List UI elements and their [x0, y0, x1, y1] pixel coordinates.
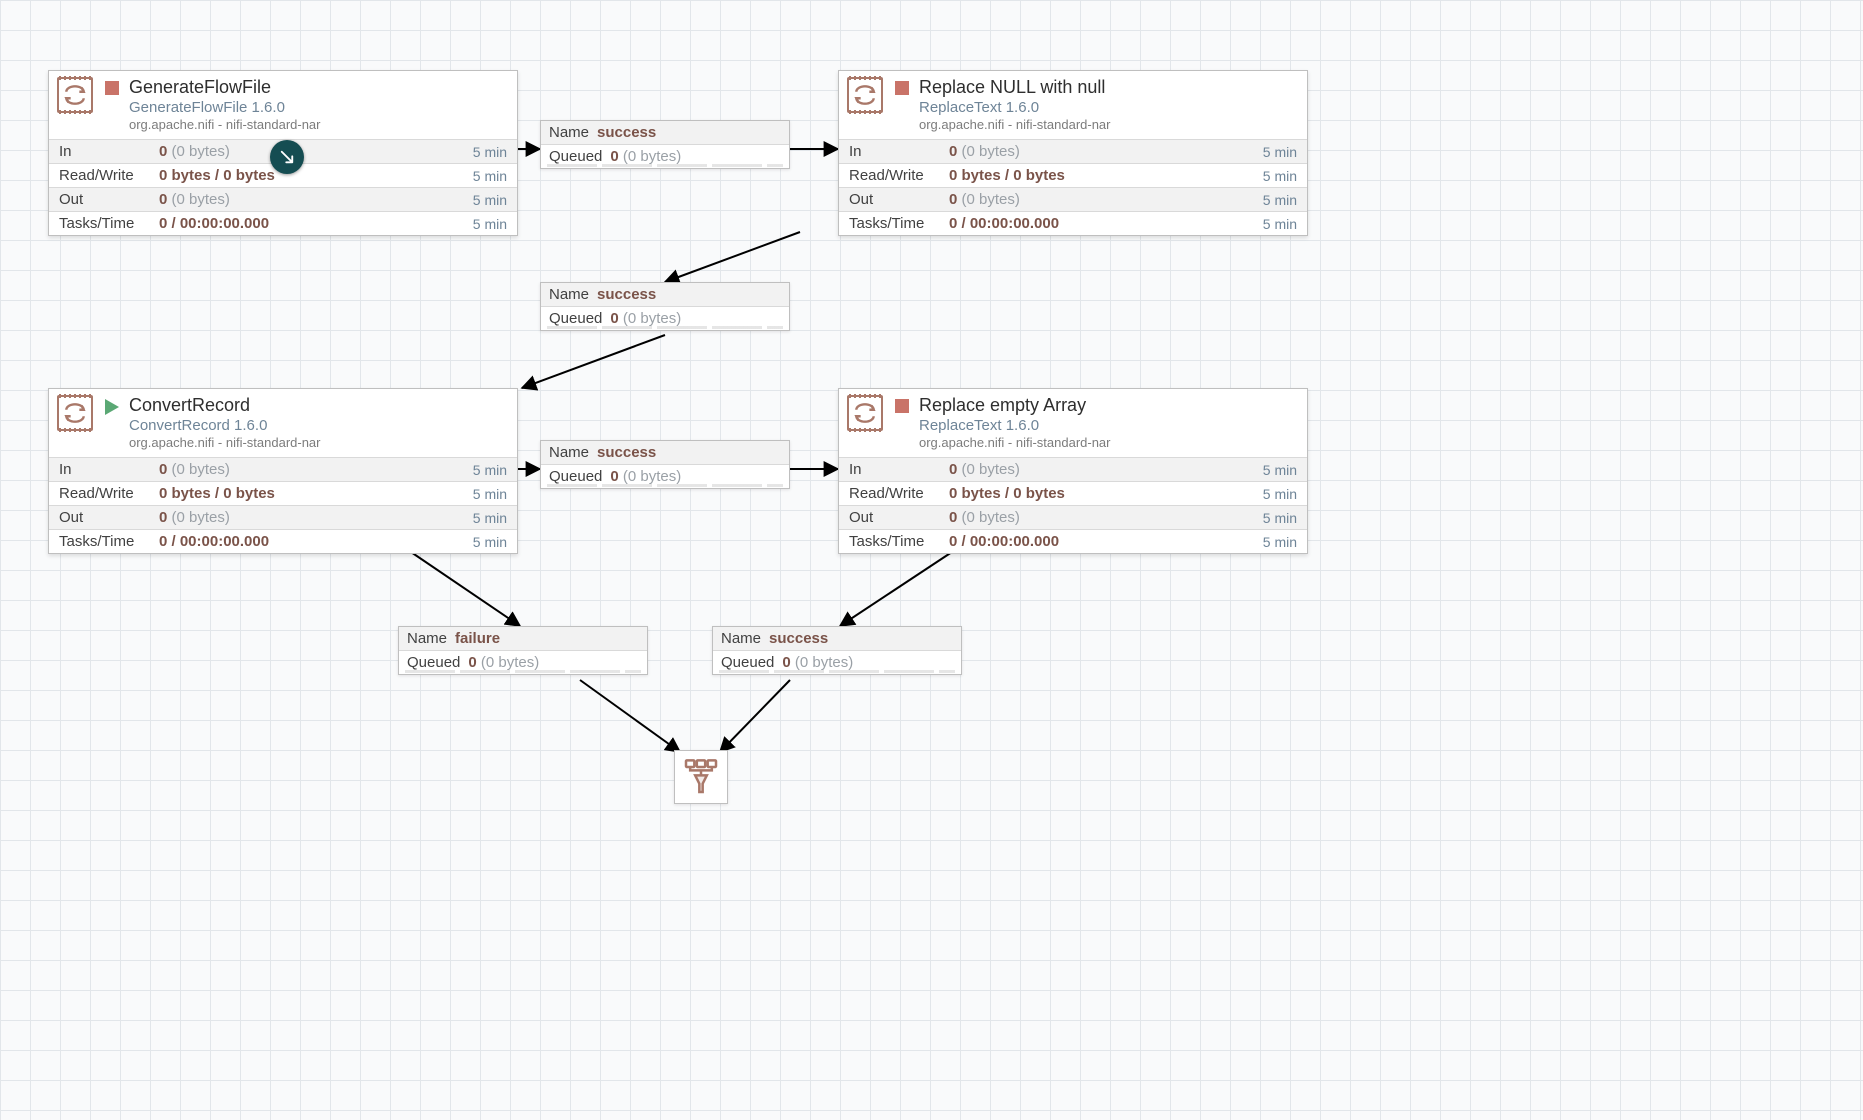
- connection-name-row: Name success: [713, 627, 961, 651]
- connection-queued-row: Queued 0 (0 bytes): [541, 145, 789, 168]
- processor-type: GenerateFlowFile 1.6.0: [129, 99, 507, 117]
- processor-name: GenerateFlowFile: [129, 77, 507, 99]
- processor-p3[interactable]: ConvertRecord ConvertRecord 1.6.0 org.ap…: [48, 388, 518, 554]
- run-icon: [105, 399, 119, 415]
- stat-readwrite: Read/Write 0 bytes / 0 bytes 5 min: [839, 481, 1307, 505]
- stat-out: Out 0 (0 bytes) 5 min: [839, 505, 1307, 529]
- connection-queued-row: Queued 0 (0 bytes): [399, 651, 647, 674]
- stat-taskstime: Tasks/Time 0 / 00:00:00.000 5 min: [49, 211, 517, 235]
- stat-taskstime: Tasks/Time 0 / 00:00:00.000 5 min: [839, 211, 1307, 235]
- connection-c3[interactable]: Name success Queued 0 (0 bytes): [540, 440, 790, 489]
- connection-name-row: Name failure: [399, 627, 647, 651]
- funnel[interactable]: [674, 750, 728, 804]
- processor-header: Replace NULL with null ReplaceText 1.6.0…: [839, 71, 1307, 139]
- connection-c1[interactable]: Name success Queued 0 (0 bytes): [540, 120, 790, 169]
- processor-bundle: org.apache.nifi - nifi-standard-nar: [129, 117, 507, 134]
- stop-icon: [895, 81, 909, 95]
- processor-bundle: org.apache.nifi - nifi-standard-nar: [129, 435, 507, 452]
- connection-name-row: Name success: [541, 121, 789, 145]
- processor-type: ReplaceText 1.6.0: [919, 99, 1297, 117]
- processor-bundle: org.apache.nifi - nifi-standard-nar: [919, 117, 1297, 134]
- stat-readwrite: Read/Write 0 bytes / 0 bytes 5 min: [49, 481, 517, 505]
- processor-icon: [847, 395, 883, 431]
- stat-out: Out 0 (0 bytes) 5 min: [49, 187, 517, 211]
- processor-name: Replace empty Array: [919, 395, 1297, 417]
- connection-c4[interactable]: Name failure Queued 0 (0 bytes): [398, 626, 648, 675]
- connection-name-row: Name success: [541, 283, 789, 307]
- connection-name-row: Name success: [541, 441, 789, 465]
- stat-in: In 0 (0 bytes) 5 min: [839, 457, 1307, 481]
- connection-c2[interactable]: Name success Queued 0 (0 bytes): [540, 282, 790, 331]
- processor-header: ConvertRecord ConvertRecord 1.6.0 org.ap…: [49, 389, 517, 457]
- stat-in: In 0 (0 bytes) 5 min: [49, 457, 517, 481]
- processor-p4[interactable]: Replace empty Array ReplaceText 1.6.0 or…: [838, 388, 1308, 554]
- stat-out: Out 0 (0 bytes) 5 min: [49, 505, 517, 529]
- stop-icon: [105, 81, 119, 95]
- stat-taskstime: Tasks/Time 0 / 00:00:00.000 5 min: [839, 529, 1307, 553]
- processor-name: Replace NULL with null: [919, 77, 1297, 99]
- stat-readwrite: Read/Write 0 bytes / 0 bytes 5 min: [839, 163, 1307, 187]
- processor-p2[interactable]: Replace NULL with null ReplaceText 1.6.0…: [838, 70, 1308, 236]
- stat-taskstime: Tasks/Time 0 / 00:00:00.000 5 min: [49, 529, 517, 553]
- processor-header: GenerateFlowFile GenerateFlowFile 1.6.0 …: [49, 71, 517, 139]
- processor-bundle: org.apache.nifi - nifi-standard-nar: [919, 435, 1297, 452]
- stop-icon: [895, 399, 909, 413]
- connection-c5[interactable]: Name success Queued 0 (0 bytes): [712, 626, 962, 675]
- processor-icon: [847, 77, 883, 113]
- stat-in: In 0 (0 bytes) 5 min: [839, 139, 1307, 163]
- stat-out: Out 0 (0 bytes) 5 min: [839, 187, 1307, 211]
- processor-icon: [57, 395, 93, 431]
- processor-type: ReplaceText 1.6.0: [919, 417, 1297, 435]
- processor-header: Replace empty Array ReplaceText 1.6.0 or…: [839, 389, 1307, 457]
- connection-drag-icon[interactable]: [270, 140, 304, 174]
- processor-type: ConvertRecord 1.6.0: [129, 417, 507, 435]
- connection-queued-row: Queued 0 (0 bytes): [541, 465, 789, 488]
- processor-icon: [57, 77, 93, 113]
- processor-name: ConvertRecord: [129, 395, 507, 417]
- connection-queued-row: Queued 0 (0 bytes): [541, 307, 789, 330]
- connection-queued-row: Queued 0 (0 bytes): [713, 651, 961, 674]
